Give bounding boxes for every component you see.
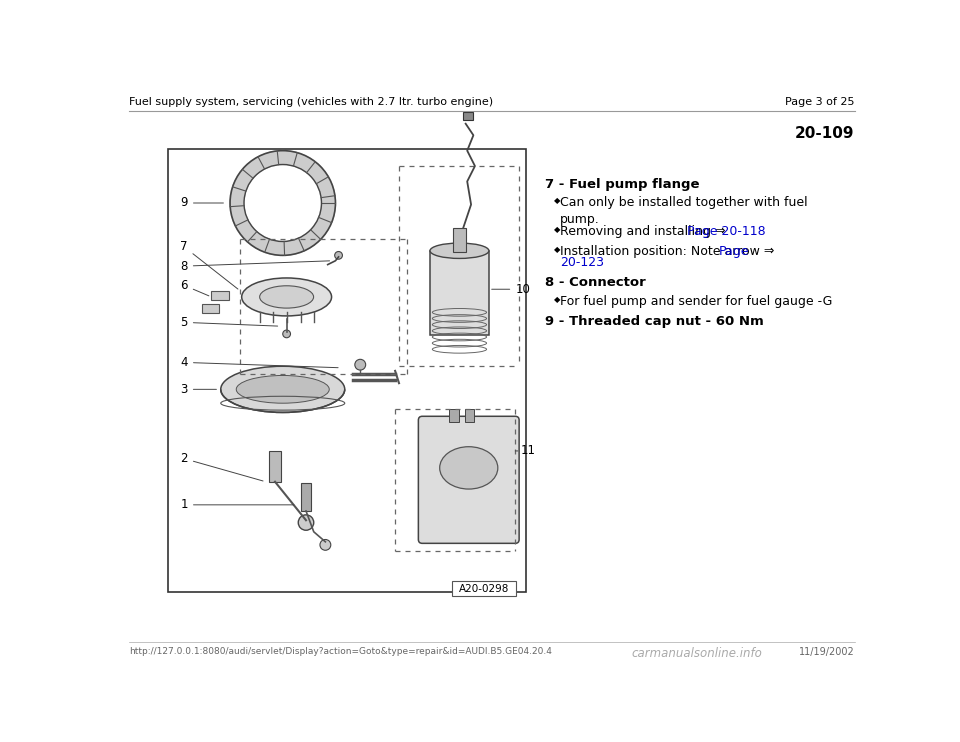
Text: 10: 10 — [492, 283, 530, 296]
Bar — [465, 409, 474, 422]
Text: Page 20-118: Page 20-118 — [686, 226, 765, 238]
Ellipse shape — [430, 243, 489, 258]
Bar — [168, 149, 526, 592]
Text: 9 - Threaded cap nut - 60 Nm: 9 - Threaded cap nut - 60 Nm — [544, 315, 763, 328]
Text: ◆: ◆ — [554, 295, 561, 303]
Bar — [203, 304, 219, 313]
Text: Can only be installed together with fuel
pump.: Can only be installed together with fuel… — [561, 196, 807, 226]
Text: 11/19/2002: 11/19/2002 — [799, 646, 854, 657]
Ellipse shape — [440, 447, 498, 489]
Bar — [449, 409, 459, 422]
Bar — [211, 291, 228, 300]
Bar — [463, 112, 473, 120]
Text: 2: 2 — [180, 452, 263, 481]
Text: For fuel pump and sender for fuel gauge -G: For fuel pump and sender for fuel gauge … — [561, 295, 832, 308]
Text: 5: 5 — [180, 316, 277, 329]
Bar — [300, 483, 311, 511]
FancyBboxPatch shape — [419, 416, 519, 543]
Text: 1: 1 — [180, 499, 294, 511]
Text: carmanualsonline.info: carmanualsonline.info — [632, 646, 762, 660]
Circle shape — [355, 359, 366, 370]
Text: ◆: ◆ — [554, 226, 561, 234]
Ellipse shape — [236, 375, 329, 403]
Text: Page 3 of 25: Page 3 of 25 — [785, 96, 854, 107]
Bar — [430, 251, 489, 335]
Text: Installation position: Note arrow ⇒: Installation position: Note arrow ⇒ — [561, 246, 779, 258]
Text: 4: 4 — [180, 356, 338, 369]
Text: 7: 7 — [180, 240, 238, 289]
Text: 9: 9 — [180, 197, 224, 209]
Text: 20-123: 20-123 — [561, 256, 604, 269]
Text: 8: 8 — [180, 260, 329, 272]
Circle shape — [299, 515, 314, 531]
Text: ◆: ◆ — [554, 246, 561, 255]
Ellipse shape — [259, 286, 314, 308]
Text: 11: 11 — [516, 444, 536, 457]
Text: Fuel supply system, servicing (vehicles with 2.7 ltr. turbo engine): Fuel supply system, servicing (vehicles … — [130, 96, 493, 107]
Circle shape — [320, 539, 331, 551]
Text: 7 - Fuel pump flange: 7 - Fuel pump flange — [544, 177, 699, 191]
Bar — [269, 451, 281, 482]
Text: 8 - Connector: 8 - Connector — [544, 276, 645, 289]
Text: Removing and installing ⇒: Removing and installing ⇒ — [561, 226, 730, 238]
Text: http://127.0.0.1:8080/audi/servlet/Display?action=Goto&type=repair&id=AUDI.B5.GE: http://127.0.0.1:8080/audi/servlet/Displ… — [130, 646, 552, 655]
Ellipse shape — [242, 278, 331, 316]
Text: A20-0298: A20-0298 — [459, 584, 510, 594]
Circle shape — [335, 252, 343, 259]
Text: ◆: ◆ — [554, 196, 561, 205]
Text: Page: Page — [718, 246, 749, 258]
Text: 3: 3 — [180, 383, 216, 395]
Ellipse shape — [221, 367, 345, 413]
FancyBboxPatch shape — [452, 581, 516, 597]
Text: 6: 6 — [180, 279, 209, 296]
Bar — [453, 228, 466, 252]
Circle shape — [283, 330, 291, 338]
Text: 20-109: 20-109 — [795, 126, 854, 141]
